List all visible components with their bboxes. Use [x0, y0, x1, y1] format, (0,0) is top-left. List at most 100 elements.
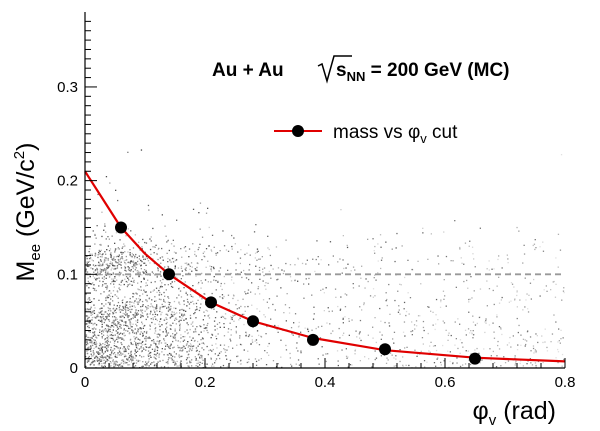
density-dot: [178, 294, 180, 296]
density-dot: [133, 314, 135, 316]
density-dot: [141, 260, 143, 263]
density-dot: [340, 296, 342, 298]
density-dot: [87, 347, 89, 349]
density-dot: [237, 251, 239, 253]
density-dot: [535, 333, 537, 335]
density-dot: [191, 270, 193, 272]
density-dot: [172, 337, 175, 339]
density-dot: [101, 316, 103, 318]
density-dot: [101, 310, 103, 312]
density-dot: [93, 277, 96, 279]
density-dot: [135, 292, 137, 294]
density-dot: [120, 267, 123, 269]
density-dot: [267, 235, 269, 237]
density-dot: [336, 350, 339, 352]
density-dot: [109, 330, 111, 333]
density-dot: [327, 353, 329, 355]
density-dot: [283, 270, 285, 272]
density-dot: [241, 276, 243, 279]
density-dot: [135, 323, 137, 325]
density-dot: [172, 361, 174, 363]
density-dot: [163, 366, 166, 368]
density-dot: [215, 335, 217, 337]
density-dot: [254, 252, 257, 254]
density-dot: [216, 328, 218, 330]
density-dot: [117, 291, 119, 293]
density-dot: [94, 269, 96, 272]
density-dot: [102, 284, 104, 286]
density-dot: [124, 278, 126, 280]
density-dot: [190, 290, 192, 292]
density-dot: [98, 312, 101, 314]
density-dot: [199, 296, 201, 298]
density-dot: [148, 337, 150, 339]
density-dot: [339, 258, 341, 260]
density-dot: [110, 365, 112, 367]
density-dot: [187, 346, 189, 348]
density-dot: [157, 340, 159, 342]
density-dot: [164, 225, 166, 227]
density-dot: [175, 259, 178, 261]
density-dot: [194, 311, 196, 314]
density-dot: [119, 363, 121, 366]
density-dot: [102, 331, 105, 333]
density-dot: [359, 332, 361, 334]
density-dot: [208, 317, 211, 319]
density-dot: [106, 249, 108, 251]
density-dot: [106, 331, 109, 334]
density-dot: [199, 325, 201, 327]
density-dot: [134, 265, 136, 267]
density-dot: [268, 354, 270, 356]
density-dot: [134, 316, 136, 318]
density-dot: [219, 357, 221, 360]
density-dot: [379, 307, 381, 310]
density-dot: [101, 355, 103, 357]
density-dot: [213, 267, 215, 270]
density-dot: [516, 349, 519, 351]
density-dot: [107, 325, 109, 327]
density-dot: [170, 305, 172, 308]
density-dot: [196, 269, 198, 272]
density-dot: [85, 310, 87, 312]
density-dot: [544, 328, 546, 330]
density-dot: [120, 284, 122, 286]
density-dot: [338, 327, 340, 330]
density-dot: [314, 270, 316, 273]
density-dot: [459, 339, 462, 341]
density-dot: [94, 331, 96, 333]
density-dot: [452, 362, 454, 364]
density-dot: [102, 269, 104, 271]
density-dot: [174, 337, 176, 339]
density-dot: [210, 270, 213, 272]
density-dot: [188, 307, 191, 310]
density-dot: [128, 356, 130, 359]
density-dot: [117, 258, 119, 261]
density-dot: [87, 298, 89, 300]
density-dot: [183, 313, 185, 315]
density-dot: [107, 257, 109, 260]
density-dot: [374, 350, 376, 352]
density-dot: [251, 304, 253, 306]
density-dot: [119, 289, 121, 291]
density-dot: [125, 324, 127, 326]
density-dot: [95, 328, 97, 330]
density-dot: [90, 267, 92, 269]
density-dot: [191, 365, 193, 367]
density-dot: [129, 270, 132, 272]
density-dot: [97, 357, 99, 360]
density-dot: [98, 334, 100, 337]
density-dot: [172, 257, 175, 260]
density-dot: [240, 363, 242, 365]
density-dot: [102, 329, 104, 331]
density-dot: [120, 342, 122, 344]
density-dot: [188, 248, 191, 250]
density-dot: [123, 274, 125, 276]
density-dot: [152, 227, 154, 230]
density-dot: [156, 310, 158, 312]
density-dot: [90, 340, 92, 342]
density-dot: [471, 246, 474, 248]
density-dot: [380, 267, 382, 270]
density-dot: [194, 253, 196, 256]
density-dot: [230, 329, 232, 331]
density-dot: [448, 332, 450, 334]
